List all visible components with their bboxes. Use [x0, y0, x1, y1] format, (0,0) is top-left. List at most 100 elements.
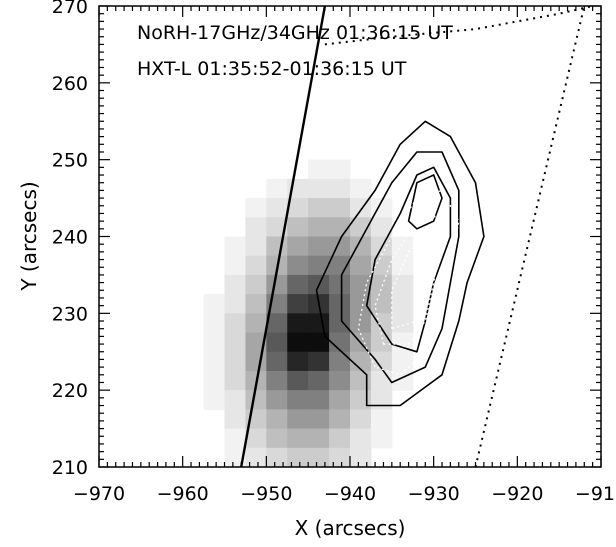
- heatmap-pixel: [370, 370, 393, 391]
- limb-dotted-line: [474, 6, 586, 467]
- heatmap-pixel: [329, 447, 351, 467]
- heatmap-pixel: [370, 274, 393, 295]
- contour-solid: [340, 151, 460, 384]
- y-axis-title: Y (arcsecs): [17, 181, 41, 291]
- heatmap-pixel: [266, 236, 288, 257]
- heatmap-pixel: [203, 390, 225, 410]
- heatmap-pixel: [308, 370, 330, 391]
- heatmap-pixel: [370, 390, 393, 410]
- heatmap-pixel: [391, 332, 414, 353]
- heatmap-pixel: [329, 198, 351, 218]
- heatmap-pixel: [224, 370, 246, 391]
- heatmap-pixel: [245, 428, 267, 449]
- x-tick-label: −960: [157, 483, 209, 505]
- ticks-layer: [98, 5, 602, 468]
- heatmap-pixel: [391, 294, 414, 314]
- heatmap-pixel: [350, 178, 372, 199]
- heatmap-pixel: [245, 255, 267, 276]
- x-tick-label: −950: [240, 483, 292, 505]
- y-tick-label: 220: [52, 380, 88, 402]
- heatmap-pixel: [224, 313, 246, 334]
- limb-solid-line: [240, 6, 327, 467]
- heatmap-pixel: [308, 409, 330, 430]
- contour-dotted: [391, 235, 435, 330]
- heatmap-pixel: [308, 255, 330, 276]
- heatmap-pixel: [287, 217, 309, 237]
- heatmap-pixel: [224, 428, 246, 449]
- heatmap-pixel: [350, 390, 372, 410]
- heatmap-pixel: [329, 409, 351, 430]
- x-axis-title: X (arcsecs): [295, 516, 406, 540]
- heatmap-pixel: [287, 236, 309, 257]
- heatmap-pixel: [329, 294, 351, 314]
- heatmap-pixel: [391, 274, 414, 295]
- heatmap-pixel: [308, 313, 330, 334]
- heatmap-pixel: [350, 255, 372, 276]
- contour-solid: [407, 174, 443, 230]
- heatmap-pixel: [224, 236, 246, 257]
- heatmap-pixel: [329, 217, 351, 237]
- heatmap-pixel: [370, 428, 393, 449]
- heatmap-pixel: [308, 428, 330, 449]
- heatmap-pixel: [287, 370, 309, 391]
- x-tick-label: −910: [575, 483, 616, 505]
- heatmap-pixel: [203, 332, 225, 353]
- heatmap-pixel: [370, 313, 393, 334]
- contour-dotted: [357, 189, 460, 376]
- heatmap-pixel: [329, 274, 351, 295]
- heatmap-pixel: [329, 351, 351, 372]
- heatmap-pixel: [224, 274, 246, 295]
- heatmap-pixel: [350, 313, 372, 334]
- heatmap-pixel: [224, 390, 246, 410]
- contour-layer: [315, 120, 485, 407]
- heatmap-pixel: [224, 447, 246, 467]
- contour-solid: [365, 166, 452, 353]
- heatmap-pixel: [370, 255, 393, 276]
- y-tick-label: 240: [52, 227, 88, 249]
- heatmap-pixel: [308, 217, 330, 237]
- heatmap-pixel: [308, 178, 330, 199]
- heatmap-pixel: [203, 294, 225, 314]
- heatmap-pixel: [370, 294, 393, 314]
- heatmap-pixel: [287, 409, 309, 430]
- heatmap-pixel: [370, 409, 393, 430]
- heatmap-pixel: [308, 198, 330, 218]
- heatmap-pixel: [245, 198, 267, 218]
- heatmap-pixel: [266, 390, 288, 410]
- heatmap-pixel: [308, 447, 330, 467]
- heatmap-pixel: [224, 332, 246, 353]
- heatmap-pixel: [350, 217, 372, 237]
- heatmap-pixel: [308, 236, 330, 257]
- heatmap-pixel: [224, 255, 246, 276]
- limb-layer: [240, 6, 593, 467]
- contour-solid: [315, 120, 485, 407]
- heatmap-pixel: [245, 274, 267, 295]
- heatmap-pixel: [308, 159, 330, 180]
- heatmap-pixel: [370, 217, 393, 237]
- heatmap-pixel: [287, 274, 309, 295]
- heatmap-pixel: [391, 351, 414, 372]
- heatmap-pixel: [350, 447, 372, 467]
- heatmap-pixel: [266, 351, 288, 372]
- heatmap-pixel: [266, 274, 288, 295]
- x-tick-label: −930: [408, 483, 460, 505]
- heatmap-pixel: [370, 332, 393, 353]
- heatmap-pixel: [266, 178, 288, 199]
- heatmap-pixel: [350, 428, 372, 449]
- heatmap-pixel: [350, 294, 372, 314]
- annotation-line-2: HXT-L 01:35:52-01:36:15 UT: [137, 58, 407, 80]
- y-tick-label: 260: [52, 73, 88, 95]
- heatmap-pixel: [391, 313, 414, 334]
- heatmap-pixel: [329, 178, 351, 199]
- heatmap-pixel: [287, 313, 309, 334]
- heatmap-pixel: [329, 255, 351, 276]
- heatmap-pixel: [203, 313, 225, 334]
- heatmap-pixel: [266, 198, 288, 218]
- heatmap-pixel: [224, 351, 246, 372]
- annotation-line-1: NoRH-17GHz/34GHz 01:36:15 UT: [137, 22, 453, 44]
- heatmap-pixel: [203, 351, 225, 372]
- y-tick-label: 270: [52, 0, 88, 18]
- heatmap-pixel: [287, 294, 309, 314]
- heatmap-pixel: [329, 370, 351, 391]
